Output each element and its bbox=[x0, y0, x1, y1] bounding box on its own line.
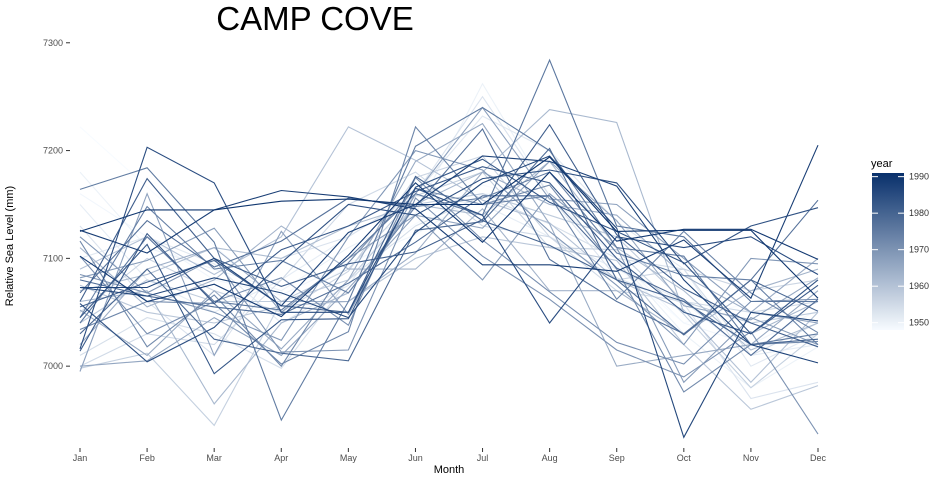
y-tick-label: 7000 bbox=[43, 361, 63, 371]
series-line-1988 bbox=[79, 144, 819, 300]
series-line-1983 bbox=[79, 158, 819, 375]
series-line-1951 bbox=[79, 195, 819, 356]
legend-tick-label: 1960 bbox=[909, 281, 929, 291]
legend-tick-label: 1970 bbox=[909, 245, 929, 255]
legend-tick-label: 1980 bbox=[909, 208, 929, 218]
legend-tick-label: 1990 bbox=[909, 172, 929, 182]
series-line-1980 bbox=[79, 175, 819, 346]
x-tick-label: Feb bbox=[139, 453, 155, 463]
x-tick-label: Mar bbox=[206, 453, 222, 463]
series-line-1953 bbox=[79, 95, 819, 400]
series-line-1975 bbox=[79, 106, 819, 422]
legend-title: year bbox=[871, 158, 893, 170]
legend-tick-label: 1950 bbox=[909, 318, 929, 328]
series-line-1961 bbox=[79, 160, 819, 351]
series-line-1976 bbox=[79, 58, 818, 324]
x-tick-label: Jan bbox=[73, 453, 88, 463]
x-axis-label: Month bbox=[434, 464, 465, 476]
series-line-1978 bbox=[79, 195, 819, 357]
series-line-1968 bbox=[79, 192, 819, 384]
series-line-1977 bbox=[79, 128, 819, 335]
x-tick-label: Jul bbox=[477, 453, 489, 463]
y-axis: 7000 7100 7200 7300 bbox=[43, 38, 70, 371]
series-line-1989 bbox=[79, 171, 819, 318]
series-line-1982 bbox=[79, 166, 819, 352]
legend-ticks: 1950 1960 1970 1980 1990 bbox=[872, 172, 929, 328]
series-line-1984 bbox=[79, 169, 819, 363]
series-line-1986 bbox=[79, 155, 819, 439]
series-line-1981 bbox=[79, 123, 819, 348]
x-tick-label: Jun bbox=[408, 453, 423, 463]
y-tick-label: 7200 bbox=[43, 146, 63, 156]
series-line-1950 bbox=[79, 82, 819, 389]
series-lines bbox=[79, 58, 819, 439]
color-legend: year 1950 1960 1970 1980 1990 bbox=[871, 158, 929, 330]
x-tick-label: Oct bbox=[677, 453, 692, 463]
series-line-1979 bbox=[79, 147, 819, 362]
x-tick-label: Apr bbox=[274, 453, 288, 463]
legend-colorbar bbox=[872, 173, 904, 330]
chart-title: CAMP COVE bbox=[216, 0, 413, 37]
series-line-1990 bbox=[79, 156, 819, 299]
series-line-1963 bbox=[79, 208, 819, 335]
y-axis-label: Relative Sea Level (mm) bbox=[4, 186, 16, 306]
series-line-1971 bbox=[79, 176, 819, 365]
y-tick-label: 7100 bbox=[43, 253, 63, 263]
series-line-1956 bbox=[79, 155, 819, 313]
series-line-1967 bbox=[79, 106, 819, 372]
x-axis: Jan Feb Mar Apr May Jun Jul Aug Sep Oct Nov Dec bbox=[73, 448, 827, 463]
x-tick-label: Aug bbox=[542, 453, 558, 463]
series-line-1973 bbox=[79, 125, 819, 365]
series-line-1959 bbox=[79, 236, 819, 410]
x-tick-label: Sep bbox=[609, 453, 625, 463]
x-tick-label: Dec bbox=[810, 453, 827, 463]
series-line-1987 bbox=[80, 155, 819, 364]
x-tick-label: Nov bbox=[743, 453, 760, 463]
series-line-1969 bbox=[79, 149, 819, 346]
x-tick-label: May bbox=[340, 453, 358, 463]
series-line-1954 bbox=[79, 195, 819, 370]
y-tick-label: 7300 bbox=[43, 38, 63, 48]
series-line-1985 bbox=[79, 146, 819, 350]
